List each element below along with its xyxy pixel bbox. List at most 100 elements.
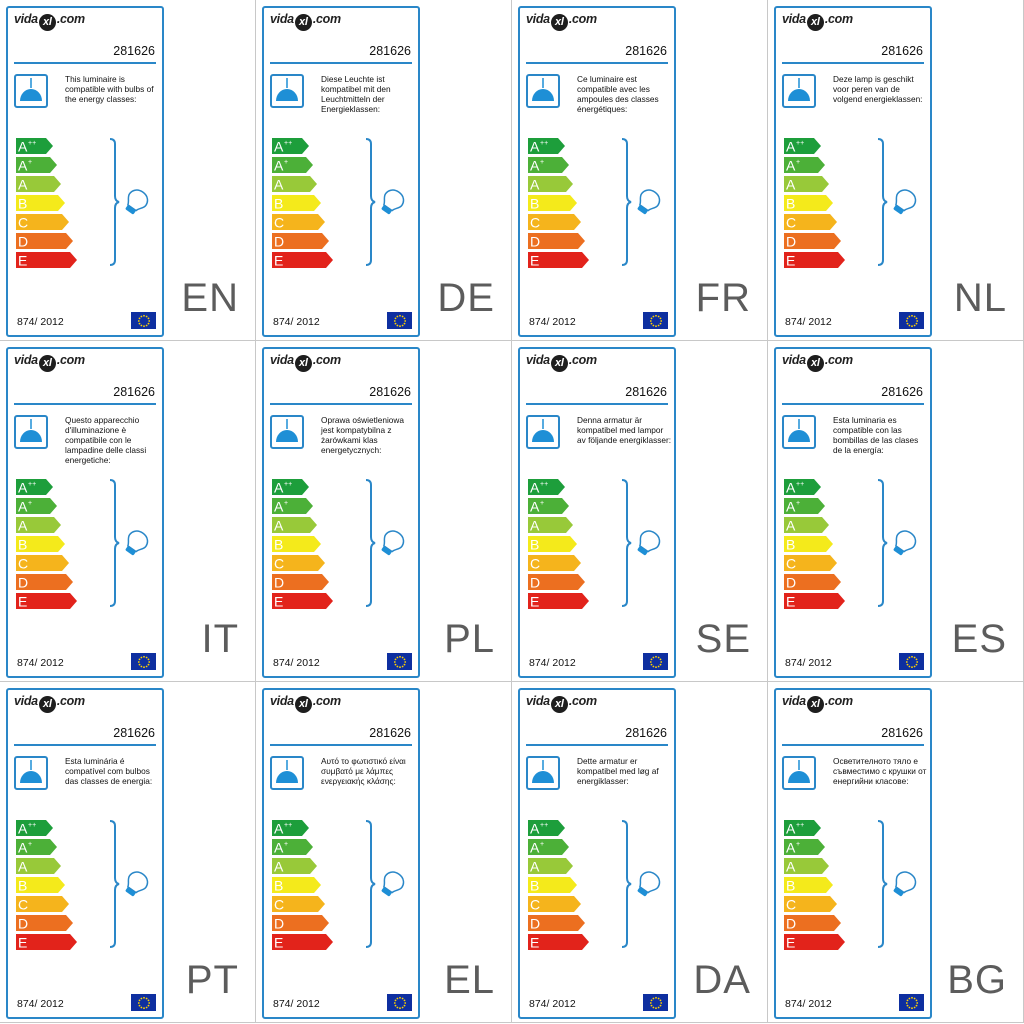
- compatibility-text: Oprawa oświetleniowa jest kompatybilna z…: [321, 415, 405, 455]
- language-code: SE: [695, 617, 751, 661]
- logo-text-right: .com: [568, 694, 597, 708]
- energy-class-arrow: E: [784, 593, 848, 609]
- energy-class-letter: A: [274, 821, 284, 837]
- energy-class-arrow: C: [528, 896, 592, 912]
- energy-class-arrow: C: [272, 555, 336, 571]
- energy-label-card: vida xl .com 281626 Oprawa oświetleniowa jes…: [262, 347, 420, 678]
- energy-class-bar: [16, 214, 69, 230]
- class-range-bracket: [621, 138, 632, 266]
- energy-class-letter: A: [786, 859, 796, 875]
- energy-class-bar: [784, 479, 821, 495]
- energy-class-scale: A ++ A + A B C D E: [272, 479, 336, 612]
- energy-class-arrow: C: [272, 896, 336, 912]
- energy-class-letter: A: [18, 840, 28, 856]
- energy-class-letter: C: [274, 556, 284, 572]
- energy-class-bar: [16, 479, 53, 495]
- language-code: NL: [953, 276, 1007, 320]
- energy-label-card: vida xl .com 281626 Осветителното тяло е съв…: [774, 688, 932, 1019]
- energy-class-letter: E: [786, 935, 795, 951]
- energy-class-letter: A: [530, 139, 540, 155]
- energy-class-superscript: ++: [540, 822, 548, 829]
- energy-class-superscript: ++: [540, 481, 548, 488]
- energy-class-bar: [16, 252, 77, 268]
- energy-class-superscript: +: [796, 159, 800, 166]
- header-divider: [526, 744, 668, 746]
- energy-class-letter: A: [530, 518, 540, 534]
- energy-class-scale: A ++ A + A B C D E: [528, 479, 592, 612]
- eu-flag-icon: [643, 653, 668, 670]
- energy-class-letter: E: [530, 594, 539, 610]
- energy-class-superscript: +: [28, 159, 32, 166]
- light-bulb-icon: [381, 530, 405, 556]
- regulation-number: 874/ 2012: [273, 316, 320, 328]
- energy-class-letter: D: [274, 575, 284, 591]
- energy-class-arrow: B: [784, 877, 848, 893]
- energy-class-scale: A ++ A + A B C D E: [784, 820, 848, 953]
- energy-class-bar: [784, 555, 837, 571]
- energy-class-superscript: ++: [28, 140, 36, 147]
- energy-class-letter: A: [18, 499, 28, 515]
- energy-class-arrow: A ++: [16, 479, 80, 495]
- energy-class-letter: A: [530, 158, 540, 174]
- energy-class-bar: [784, 498, 825, 514]
- energy-class-bar: [272, 915, 329, 931]
- energy-class-arrow: B: [16, 195, 80, 211]
- energy-class-letter: A: [274, 480, 284, 496]
- energy-class-bar: [272, 233, 329, 249]
- energy-class-scale: A ++ A + A B C D E: [272, 138, 336, 271]
- energy-class-superscript: +: [28, 500, 32, 507]
- language-code: PT: [185, 958, 239, 1002]
- energy-class-arrow: A +: [16, 839, 80, 855]
- energy-class-arrow: A: [528, 176, 592, 192]
- energy-class-arrow: A: [784, 176, 848, 192]
- logo-text-right: .com: [568, 353, 597, 367]
- energy-class-superscript: +: [540, 841, 544, 848]
- energy-class-bar: [16, 233, 73, 249]
- energy-class-bar: [16, 574, 73, 590]
- header-divider: [270, 62, 412, 64]
- energy-class-bar: [16, 195, 65, 211]
- class-range-bracket: [877, 479, 888, 607]
- energy-class-scale: A ++ A + A B C D E: [784, 138, 848, 271]
- energy-class-letter: A: [274, 499, 284, 515]
- energy-class-bar: [784, 214, 837, 230]
- brand-logo: vida xl .com: [526, 12, 597, 31]
- light-bulb-icon: [125, 530, 149, 556]
- energy-class-arrow: B: [272, 536, 336, 552]
- energy-class-bar: [272, 934, 333, 950]
- logo-mark: xl: [806, 355, 824, 372]
- energy-class-bar: [16, 555, 69, 571]
- product-code: 281626: [113, 726, 155, 740]
- energy-class-arrow: C: [528, 214, 592, 230]
- energy-class-arrow: A +: [528, 498, 592, 514]
- brand-logo: vida xl .com: [526, 694, 597, 713]
- energy-class-letter: D: [18, 916, 28, 932]
- energy-class-arrow: A ++: [272, 138, 336, 154]
- energy-class-arrow: E: [272, 593, 336, 609]
- energy-class-superscript: +: [796, 841, 800, 848]
- product-code: 281626: [113, 385, 155, 399]
- energy-class-bar: [784, 138, 821, 154]
- brand-logo: vida xl .com: [14, 353, 85, 372]
- pendant-lamp-icon: [14, 756, 48, 790]
- logo-text-right: .com: [824, 12, 853, 26]
- energy-class-arrow: E: [16, 252, 80, 268]
- energy-class-superscript: +: [540, 500, 544, 507]
- energy-class-superscript: ++: [284, 140, 292, 147]
- energy-class-arrow: A: [16, 517, 80, 533]
- eu-flag-icon: [387, 312, 412, 329]
- logo-text-right: .com: [312, 694, 341, 708]
- logo-mark: xl: [38, 14, 56, 31]
- logo-text-left: vida: [782, 353, 806, 367]
- energy-class-arrow: A +: [272, 157, 336, 173]
- logo-text-right: .com: [56, 694, 85, 708]
- energy-class-bar: [528, 138, 565, 154]
- energy-class-bar: [16, 176, 61, 192]
- energy-class-bar: [272, 839, 313, 855]
- energy-class-arrow: D: [16, 915, 80, 931]
- energy-class-letter: E: [274, 594, 283, 610]
- product-code: 281626: [369, 726, 411, 740]
- header-divider: [782, 744, 924, 746]
- language-code: BG: [947, 958, 1007, 1002]
- energy-class-bar: [528, 593, 589, 609]
